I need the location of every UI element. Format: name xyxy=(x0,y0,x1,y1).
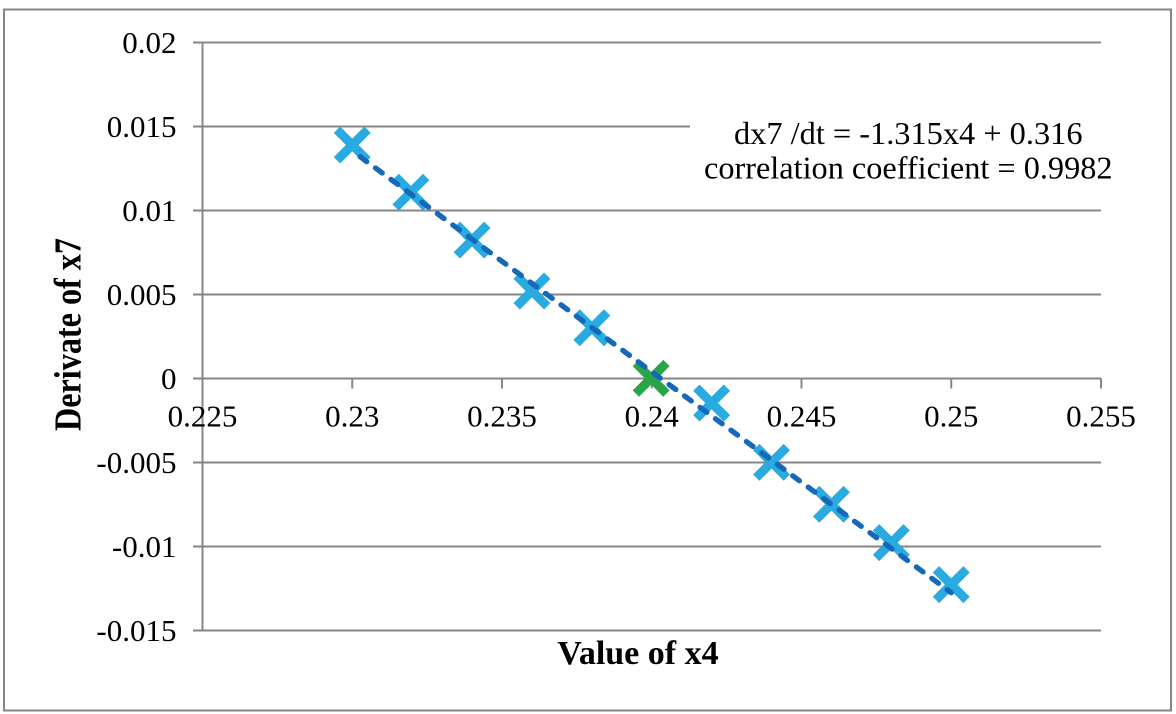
svg-text:0.245: 0.245 xyxy=(767,399,837,434)
svg-text:0.24: 0.24 xyxy=(625,399,680,434)
svg-text:0.02: 0.02 xyxy=(122,25,176,60)
svg-text:-0.01: -0.01 xyxy=(112,529,177,564)
svg-text:0.255: 0.255 xyxy=(1066,399,1136,434)
svg-text:0: 0 xyxy=(161,361,177,396)
svg-text:Derivate of x7: Derivate of x7 xyxy=(48,238,90,431)
svg-text:0.005: 0.005 xyxy=(107,277,177,312)
svg-text:0.225: 0.225 xyxy=(168,399,238,434)
svg-text:0.23: 0.23 xyxy=(325,399,379,434)
svg-text:-0.005: -0.005 xyxy=(96,445,176,480)
svg-text:0.015: 0.015 xyxy=(107,109,177,144)
svg-text:dx7 /dt = -1.315x4 + 0.316: dx7 /dt = -1.315x4 + 0.316 xyxy=(734,115,1083,151)
svg-text:0.01: 0.01 xyxy=(122,193,176,228)
svg-text:correlation coefficient = 0.99: correlation coefficient = 0.9982 xyxy=(704,149,1113,185)
svg-text:0.25: 0.25 xyxy=(924,399,978,434)
svg-text:-0.015: -0.015 xyxy=(96,613,176,648)
svg-text:Value of x4: Value of x4 xyxy=(557,635,718,672)
svg-text:0.235: 0.235 xyxy=(467,399,537,434)
